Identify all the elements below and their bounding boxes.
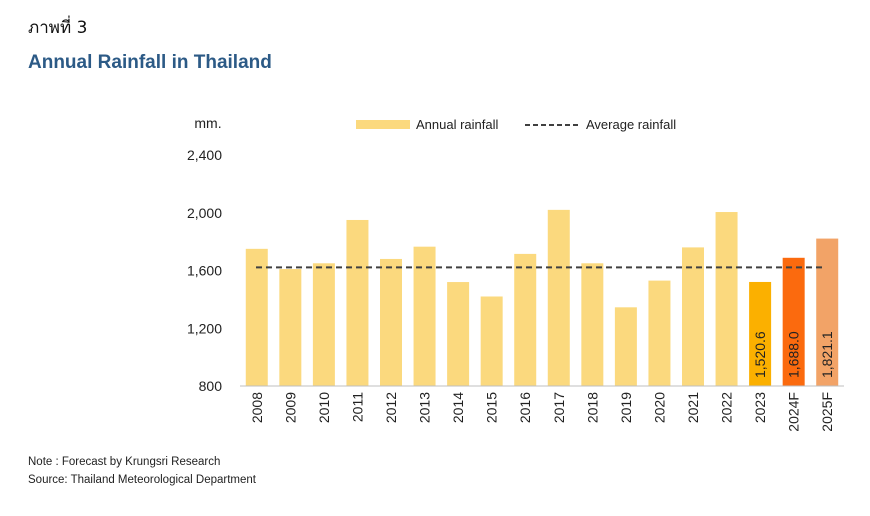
bar-2021 <box>682 247 704 386</box>
note-text: Note : Forecast by Krungsri Research <box>28 456 221 468</box>
legend-swatch-annual <box>356 120 410 129</box>
bar-2016 <box>514 253 537 386</box>
legend-label-average: Average rainfall <box>586 117 676 132</box>
x-tick-label: 2016 <box>517 392 533 423</box>
bar-2019 <box>614 307 637 386</box>
x-tick-label: 2021 <box>685 392 701 423</box>
y-axis-unit-label: mm. <box>194 115 221 131</box>
data-label-2025F: 1,821.1 <box>819 331 835 378</box>
source-text: Source: Thailand Meteorological Departme… <box>28 474 256 486</box>
y-axis-ticks: 800 1,200 1,600 2,000 2,400 <box>187 147 222 394</box>
x-tick-label: 2015 <box>484 392 500 423</box>
bar-2015 <box>480 296 503 386</box>
x-tick-label: 2010 <box>316 392 332 423</box>
x-tick-label: 2025F <box>819 392 835 432</box>
figure-label: ภาพที่ 3 <box>28 18 88 38</box>
x-tick-label: 2023 <box>752 392 768 423</box>
bar-2017 <box>547 209 570 386</box>
bar-2009 <box>279 269 302 386</box>
x-tick-label: 2017 <box>551 392 567 423</box>
bar-2025F <box>816 238 839 386</box>
chart-title: Annual Rainfall in Thailand <box>28 52 272 73</box>
x-tick-label: 2019 <box>618 392 634 423</box>
bar-2023 <box>749 281 772 386</box>
x-tick-label: 2012 <box>383 392 399 423</box>
bar-2008 <box>245 248 268 386</box>
bar-2018 <box>581 263 604 386</box>
legend-label-annual: Annual rainfall <box>416 117 498 132</box>
bars <box>245 209 839 386</box>
legend: Annual rainfall Average rainfall <box>356 117 676 132</box>
bar-2024F <box>782 257 805 386</box>
bar-2010 <box>312 263 335 386</box>
data-label-2024F: 1,688.0 <box>786 331 802 378</box>
x-tick-label: 2022 <box>719 392 735 423</box>
bar-2013 <box>413 246 436 386</box>
y-tick-label: 800 <box>199 378 223 394</box>
y-tick-label: 2,400 <box>187 147 222 163</box>
x-tick-label: 2018 <box>584 392 600 423</box>
bar-2014 <box>447 282 470 386</box>
x-tick-label: 2024F <box>786 392 802 432</box>
y-tick-label: 2,000 <box>187 205 222 221</box>
bar-2012 <box>380 258 402 386</box>
x-tick-label: 2014 <box>450 392 466 423</box>
x-tick-label: 2020 <box>651 392 667 423</box>
y-tick-label: 1,200 <box>187 320 222 336</box>
x-tick-label: 2013 <box>417 392 433 423</box>
bar-data-labels: 1,520.6 1,688.0 1,821.1 <box>752 331 835 378</box>
x-tick-label: 2011 <box>349 392 365 422</box>
x-tick-label: 2008 <box>249 392 265 423</box>
bar-2020 <box>648 280 671 386</box>
bar-2022 <box>715 212 738 386</box>
x-tick-label: 2009 <box>282 392 298 423</box>
data-label-2023: 1,520.6 <box>752 331 768 378</box>
x-axis-ticks: 2008 2009 2010 2011 2012 2013 2014 2015 2016 2017… <box>249 392 835 432</box>
bar-2011 <box>346 219 369 386</box>
y-tick-label: 1,600 <box>187 263 222 279</box>
